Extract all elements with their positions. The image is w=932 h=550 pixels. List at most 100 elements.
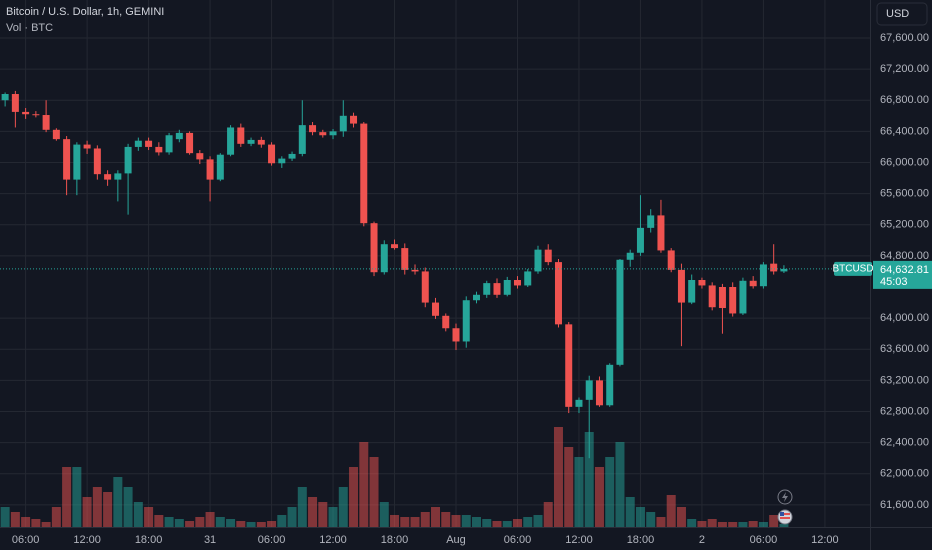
candle-body [780,268,788,272]
candle-body [483,283,491,295]
candle-body [770,263,778,272]
volume-bar [256,522,266,527]
volume-bar [21,517,31,527]
volume-bar [553,427,563,527]
lightning-icon [782,492,788,502]
candle-body [52,129,60,140]
volume-bar [748,521,758,527]
candles [1,90,788,459]
x-tick-label: 06:00 [750,534,778,546]
volume-bar [523,517,533,527]
y-tick-label: 65,200.00 [880,219,929,231]
volume-bar [164,517,174,527]
candle-body [759,264,767,287]
candle-body [63,139,71,180]
candle-body [524,271,532,286]
flag-stripe [780,517,790,519]
x-tick-label: 18:00 [627,534,655,546]
currency-button[interactable] [876,2,928,26]
volume-bar [349,467,359,527]
volume-bar [267,521,277,527]
volume-bar [390,515,400,527]
candle-body [616,259,624,365]
volume-bar [185,521,195,527]
volume-bar [318,502,328,527]
volume-bar [72,467,82,527]
volume-bar [154,515,164,527]
candle-body [247,139,255,144]
candle-body [42,115,50,130]
volume-bar [369,457,379,527]
time-axis-bg [0,527,870,550]
volume-bar [62,467,72,527]
candle-body [729,287,737,314]
volume-bar [605,457,615,527]
candle-body [401,248,409,270]
candle-body [554,262,562,325]
candle-body [421,271,429,303]
volume-bar [144,507,154,527]
volume-bar [420,512,430,527]
y-tick-label: 66,800.00 [880,94,929,106]
grid [0,0,870,527]
candle-body [391,244,399,249]
volume-bar [779,524,789,527]
currency-label[interactable]: USD [886,8,909,20]
candle-body [688,279,696,303]
candle-body [718,287,726,309]
volume-bar [512,519,522,527]
volume-bar [215,517,225,527]
volume-bar [461,515,471,527]
x-tick-label: 12:00 [811,534,839,546]
x-tick-label: Aug [446,534,466,546]
volume-label: Vol · BTC [6,22,53,34]
candle-body [657,215,665,251]
event-icon[interactable] [777,489,793,505]
volume-bar [492,521,502,527]
y-tick-label: 66,400.00 [880,125,929,137]
x-tick-label: 06:00 [258,534,286,546]
volume-bar [0,507,10,527]
candle-body [11,94,19,112]
volume-bar [543,502,553,527]
candle-body [309,125,317,133]
candle-body [73,144,81,180]
candle-body [227,127,235,155]
candle-body [370,223,378,273]
candle-body [339,115,347,132]
x-tick-label: 06:00 [504,534,532,546]
volume-bar [451,515,461,527]
y-tick-label: 62,000.00 [880,468,929,480]
volume-bar [92,487,102,527]
volume-bar [502,521,512,527]
candle-body [513,279,521,286]
candle-body [462,300,470,342]
volume-bar [338,487,348,527]
volume-bar [594,467,604,527]
candle-body [534,249,542,272]
y-tick-label: 63,600.00 [880,343,929,355]
candle-body [298,125,306,154]
candle-body [677,269,685,303]
event-icons [777,489,793,525]
volume-bar [226,519,236,527]
candle-body [442,315,450,329]
candle-body [350,115,358,124]
y-tick-label: 63,200.00 [880,374,929,386]
volume-bar [174,519,184,527]
candle-body [93,148,101,175]
volume-bar [379,502,389,527]
volume-bar [717,522,727,527]
candle-body [739,280,747,314]
candle-body [503,279,511,295]
volume-bar [287,507,297,527]
volume-bar [133,502,143,527]
candle-body [329,131,337,136]
candle-body [114,173,122,180]
volume-bar [123,487,133,527]
x-tick-label: 31 [204,534,216,546]
candle-body [493,283,501,295]
countdown-label: 45:03 [880,276,908,288]
